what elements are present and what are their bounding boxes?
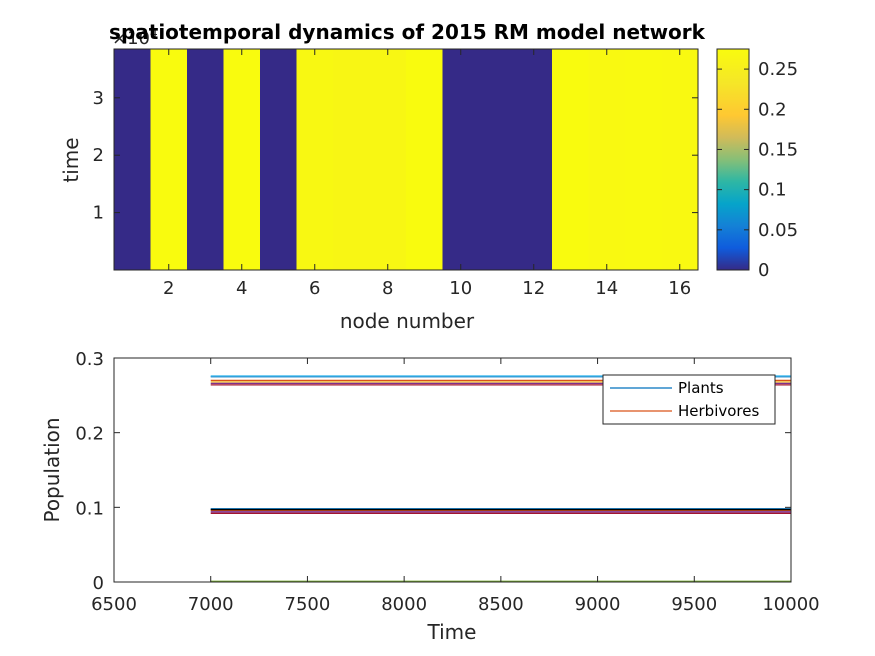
colorbar-ticks: 0 0.05 0.1 0.15 0.2 0.25 — [717, 59, 798, 281]
heatmap-title: spatiotemporal dynamics of 2015 RM model… — [109, 20, 706, 44]
line-x-tick-label: 8000 — [381, 594, 427, 615]
colorbar-tick-label: 0.2 — [758, 99, 787, 120]
heatmap-cell-node-15 — [625, 49, 662, 270]
line-x-label: Time — [427, 620, 477, 644]
heatmap-x-tick-label: 16 — [668, 278, 691, 299]
heatmap-cell-node-4 — [223, 49, 261, 270]
line-x-tick-label: 10000 — [762, 594, 819, 615]
colorbar-gradient — [716, 48, 750, 271]
line-x-tick-label: 7000 — [188, 594, 234, 615]
legend-items: Plants Herbivores — [610, 379, 759, 420]
heatmap-cell-node-14 — [588, 49, 626, 270]
line-x-tick-label: 8500 — [478, 594, 524, 615]
heatmap-cells — [114, 49, 699, 270]
heatmap-cell-node-16 — [661, 49, 699, 270]
colorbar-tick-label: 0.05 — [758, 220, 798, 241]
colorbar-tick-label: 0.25 — [758, 59, 798, 80]
heatmap-cell-node-12 — [515, 49, 553, 270]
colorbar-tick-label: 0.1 — [758, 180, 787, 201]
line-ticks: 6500 7000 7500 8000 8500 9000 9500 10000 0 0.1 0.2… — [75, 349, 819, 615]
line-x-tick-label: 9500 — [671, 594, 717, 615]
heatmap-cell-node-2 — [150, 49, 188, 270]
heatmap-x-tick-label: 10 — [449, 278, 472, 299]
heatmap-cell-node-7 — [333, 49, 370, 270]
heatmap-cell-node-13 — [552, 49, 589, 270]
heatmap-cell-node-6 — [296, 49, 334, 270]
line-y-label: Population — [40, 417, 64, 522]
line-x-tick-label: 6500 — [91, 594, 137, 615]
heatmap-cell-node-3 — [187, 49, 224, 270]
colorbar: 0 0.05 0.1 0.15 0.2 0.25 — [716, 48, 798, 281]
heatmap-frame — [113, 48, 699, 271]
heatmap-cell-node-8 — [369, 49, 407, 270]
heatmap-y-label: time — [59, 137, 83, 182]
legend-box — [602, 374, 776, 425]
heatmap-y-exponent: ×104 — [112, 26, 158, 49]
colorbar-tick-label: 0.15 — [758, 139, 798, 160]
line-y-tick-label: 0.1 — [75, 498, 104, 519]
line-y-tick-label: 0 — [93, 573, 104, 594]
heatmap-x-tick-label: 2 — [163, 278, 174, 299]
legend-label-herbivores: Herbivores — [678, 402, 759, 420]
heatmap-cell-node-5 — [260, 49, 297, 270]
heatmap-cell-node-10 — [442, 49, 480, 270]
heatmap-x-label: node number — [340, 309, 475, 333]
line-plot-frame — [113, 357, 792, 583]
heatmap-x-tick-label: 6 — [309, 278, 320, 299]
heatmap-y-tick-label: 2 — [93, 145, 104, 166]
colorbar-tick-label: 0 — [758, 260, 769, 281]
line-y-tick-label: 0.3 — [75, 349, 104, 370]
line-panel: 6500 7000 7500 8000 8500 9000 9500 10000 0 0.1 0.2… — [40, 349, 820, 644]
heatmap-cell-node-1 — [114, 49, 151, 270]
legend[interactable]: Plants Herbivores — [602, 374, 776, 425]
heatmap-x-tick-label: 8 — [382, 278, 393, 299]
line-y-tick-label: 0.2 — [75, 424, 104, 445]
legend-label-plants: Plants — [678, 379, 724, 397]
heatmap-y-tick-label: 1 — [93, 203, 104, 224]
heatmap-x-tick-label: 14 — [595, 278, 618, 299]
heatmap-cell-node-11 — [479, 49, 516, 270]
line-x-tick-label: 7500 — [285, 594, 331, 615]
heatmap-y-tick-label: 3 — [93, 88, 104, 109]
heatmap-x-tick-label: 12 — [522, 278, 545, 299]
heatmap-x-tick-label: 4 — [236, 278, 247, 299]
line-x-tick-label: 9000 — [575, 594, 621, 615]
heatmap-cell-node-9 — [406, 49, 443, 270]
